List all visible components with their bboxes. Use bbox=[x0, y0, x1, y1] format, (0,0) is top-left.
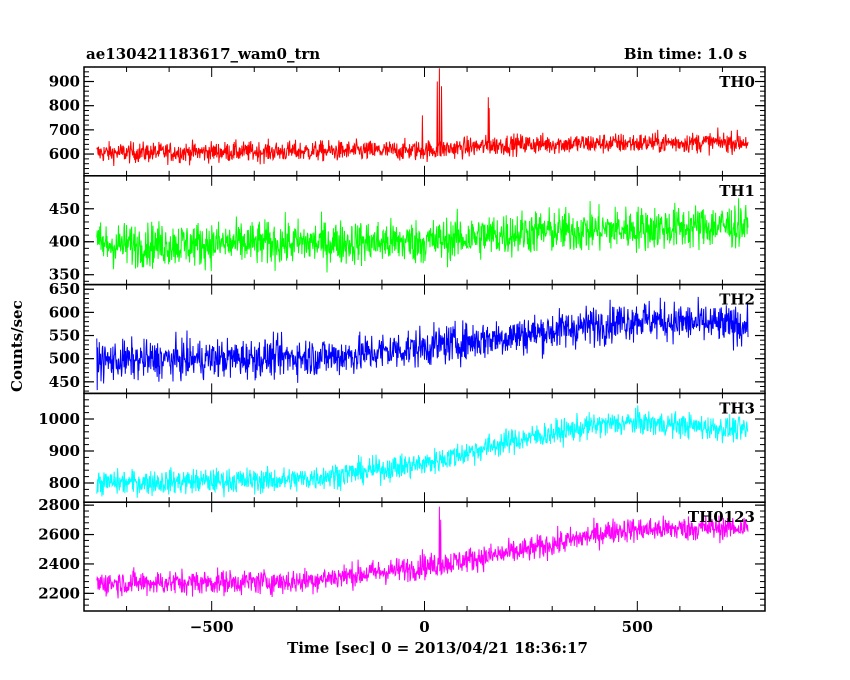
y-tick-label: 700 bbox=[49, 121, 80, 139]
panel-label-th3: TH3 bbox=[719, 399, 755, 417]
y-tick-label: 2200 bbox=[38, 584, 80, 602]
series-line-th0 bbox=[96, 68, 749, 167]
y-tick-label: 2600 bbox=[38, 526, 80, 544]
panel-label-th1: TH1 bbox=[719, 182, 755, 200]
y-tick-label: 400 bbox=[49, 233, 80, 251]
y-tick-label: 450 bbox=[49, 373, 80, 391]
y-tick-label: 2400 bbox=[38, 555, 80, 573]
y-tick-label: 350 bbox=[49, 266, 80, 284]
x-tick-label: −500 bbox=[190, 618, 234, 636]
y-tick-label: 2800 bbox=[38, 496, 80, 514]
y-tick-label: 900 bbox=[49, 73, 80, 91]
plot-title: ae130421183617_wam0_trn bbox=[86, 45, 321, 63]
y-tick-label: 500 bbox=[49, 350, 80, 368]
panel-label-th0: TH0 bbox=[719, 73, 755, 91]
y-tick-label: 450 bbox=[49, 200, 80, 218]
y-tick-label: 600 bbox=[49, 145, 80, 163]
panel-frame-th2 bbox=[83, 283, 766, 395]
x-tick-label: 0 bbox=[419, 618, 429, 636]
series-line-th2 bbox=[96, 296, 749, 391]
series-line-th3 bbox=[96, 405, 749, 498]
y-tick-label: 600 bbox=[49, 303, 80, 321]
bin-time-label: Bin time: 1.0 s bbox=[623, 45, 747, 63]
y-tick-label: 650 bbox=[49, 280, 80, 298]
series-line-th0123 bbox=[96, 506, 749, 599]
y-tick-label: 800 bbox=[49, 474, 80, 492]
y-tick-label: 800 bbox=[49, 97, 80, 115]
x-axis-label: Time [sec] 0 = 2013/04/21 18:36:17 bbox=[287, 639, 588, 657]
panel-label-th0123: TH0123 bbox=[688, 508, 755, 526]
y-tick-label: 550 bbox=[49, 327, 80, 345]
y-tick-label: 900 bbox=[49, 442, 80, 460]
x-tick-label: 500 bbox=[622, 618, 653, 636]
y-tick-label: 1000 bbox=[38, 410, 80, 428]
series-line-th1 bbox=[96, 198, 749, 273]
panel-label-th2: TH2 bbox=[719, 291, 755, 309]
